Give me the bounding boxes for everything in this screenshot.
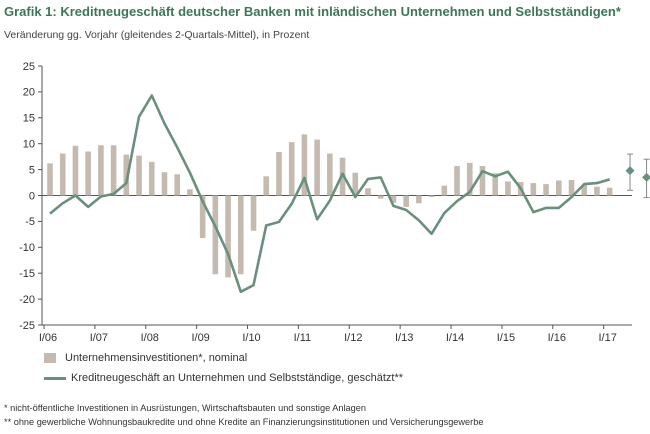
bar <box>123 154 130 196</box>
x-tick-label: I/14 <box>446 332 464 344</box>
y-tick-label: 5 <box>29 164 35 176</box>
legend-item-bars: Unternehmensinvestitionen*, nominal <box>44 352 247 364</box>
x-tick-label: I/07 <box>90 332 108 344</box>
bar <box>314 139 320 196</box>
bar <box>505 181 511 196</box>
bar <box>288 142 295 196</box>
bar <box>85 151 91 196</box>
footnote-1: * nicht-öffentliche Investitionen in Aus… <box>4 403 366 413</box>
legend-swatch-bar <box>44 353 56 363</box>
bar <box>466 162 473 196</box>
bar <box>492 173 498 196</box>
bar <box>581 185 588 196</box>
y-tick-label: 20 <box>23 87 35 99</box>
bar <box>199 195 206 238</box>
y-tick-label: -5 <box>25 216 35 228</box>
bar <box>441 185 448 196</box>
bar <box>110 145 117 196</box>
bar <box>250 195 257 231</box>
y-tick-label: -10 <box>19 242 35 254</box>
x-tick-label: I/12 <box>344 332 362 344</box>
credit-line <box>49 94 611 294</box>
bar <box>327 153 333 196</box>
bar <box>212 195 219 275</box>
y-tick-label: 25 <box>23 61 35 73</box>
bar <box>543 184 549 196</box>
bar <box>416 195 422 204</box>
y-tick-label: -15 <box>19 268 35 280</box>
bar <box>454 165 460 196</box>
x-tick-label: I/13 <box>395 332 413 344</box>
bar <box>479 165 486 196</box>
x-tick-label: I/10 <box>242 332 260 344</box>
bar <box>352 172 359 196</box>
y-tick-label: 15 <box>23 113 35 125</box>
x-tick-label: I/08 <box>141 332 159 344</box>
bar <box>161 172 168 196</box>
footnote-2: ** ohne gewerbliche Wohnungsbaukredite u… <box>4 417 484 427</box>
bar <box>225 195 231 278</box>
bar <box>568 179 575 196</box>
legend-label-line: Kreditneugeschäft an Unternehmen und Sel… <box>71 372 404 384</box>
bar <box>47 163 53 196</box>
chart-title: Grafik 1: Kreditneugeschäft deutscher Ba… <box>4 4 621 19</box>
bar <box>556 180 562 196</box>
chart-subtitle: Veränderung gg. Vorjahr (gleitendes 2-Qu… <box>4 29 310 41</box>
forecast-marker <box>625 166 635 176</box>
y-tick-label: 10 <box>23 139 35 151</box>
legend-swatch-line <box>44 376 66 380</box>
bar <box>530 183 537 196</box>
forecast-marker <box>642 172 650 182</box>
y-tick-label: -25 <box>19 320 35 332</box>
y-tick-label: -20 <box>19 294 35 306</box>
bar <box>365 188 371 196</box>
bar <box>403 195 409 207</box>
x-tick-label: I/09 <box>191 332 209 344</box>
bar <box>148 161 155 196</box>
bar <box>136 155 142 196</box>
y-tick-label: 0 <box>29 190 35 202</box>
bar <box>301 134 308 196</box>
bar <box>594 186 600 196</box>
bar <box>98 145 104 196</box>
x-tick-label: I/15 <box>497 332 515 344</box>
bar <box>187 189 193 196</box>
bar <box>174 174 180 196</box>
bar <box>263 176 270 196</box>
bar <box>606 187 613 196</box>
bar <box>428 195 435 198</box>
x-tick-label: I/11 <box>294 332 312 344</box>
x-tick-label: I/16 <box>548 332 566 344</box>
bar <box>59 153 66 196</box>
bar <box>390 195 397 203</box>
bar <box>72 145 79 196</box>
bar <box>276 151 282 196</box>
legend-label-bars: Unternehmensinvestitionen*, nominal <box>65 352 248 364</box>
bar <box>238 195 244 275</box>
bar <box>377 195 384 199</box>
x-tick-label: I/17 <box>599 332 617 344</box>
legend-item-line: Kreditneugeschäft an Unternehmen und Sel… <box>44 372 403 384</box>
x-tick-label: I/06 <box>39 332 57 344</box>
